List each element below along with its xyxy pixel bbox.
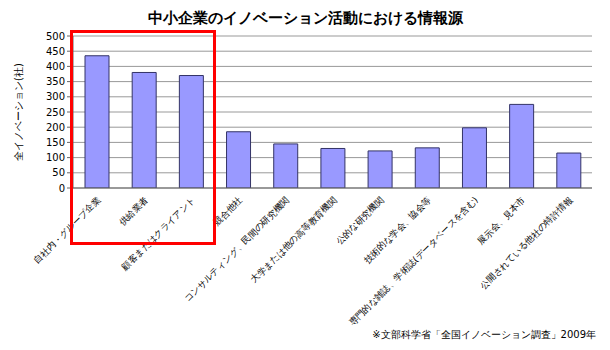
svg-text:大学または他の高等教育機関: 大学または他の高等教育機関 <box>249 195 339 285</box>
svg-text:顧客またはクライアント: 顧客またはクライアント <box>120 195 197 272</box>
svg-text:250: 250 <box>46 107 65 118</box>
svg-text:400: 400 <box>46 61 65 72</box>
html-text:中小企業のイノベーション活動における情報源: 中小企業のイノベーション活動における情報源 <box>147 9 463 27</box>
svg-text:150: 150 <box>46 137 65 148</box>
svg-text:競合他社: 競合他社 <box>212 195 245 228</box>
svg-text:50: 50 <box>52 167 65 178</box>
svg-text:コンサルティング、民間の研究機関: コンサルティング、民間の研究機関 <box>182 195 291 304</box>
svg-text:技術的な学会、協会等: 技術的な学会、協会等 <box>362 194 433 266</box>
svg-text:専門的な雑誌、学術誌(データベースを含む): 専門的な雑誌、学術誌(データベースを含む) <box>347 195 480 328</box>
svg-text:公的な研究機関: 公的な研究機関 <box>334 195 386 247</box>
svg-text:350: 350 <box>46 76 65 87</box>
svg-text:200: 200 <box>46 122 65 133</box>
html-text:※文部科学省「全国イノベーション調査」2009年: ※文部科学省「全国イノベーション調査」2009年 <box>372 329 596 340</box>
svg-text:100: 100 <box>46 152 65 163</box>
svg-text:300: 300 <box>46 91 65 102</box>
svg-text:展示会、見本市: 展示会、見本市 <box>476 195 528 247</box>
svg-text:450: 450 <box>46 46 65 57</box>
svg-text:公開されている他社の特許情報: 公開されている他社の特許情報 <box>478 195 574 291</box>
svg-text:0: 0 <box>59 183 65 194</box>
svg-text:全イノベーション(社): 全イノベーション(社) <box>13 63 24 161</box>
svg-text:500: 500 <box>46 31 65 42</box>
svg-text:供給業者: 供給業者 <box>117 195 150 228</box>
svg-text:自社内・グループ企業: 自社内・グループ企業 <box>32 195 103 266</box>
